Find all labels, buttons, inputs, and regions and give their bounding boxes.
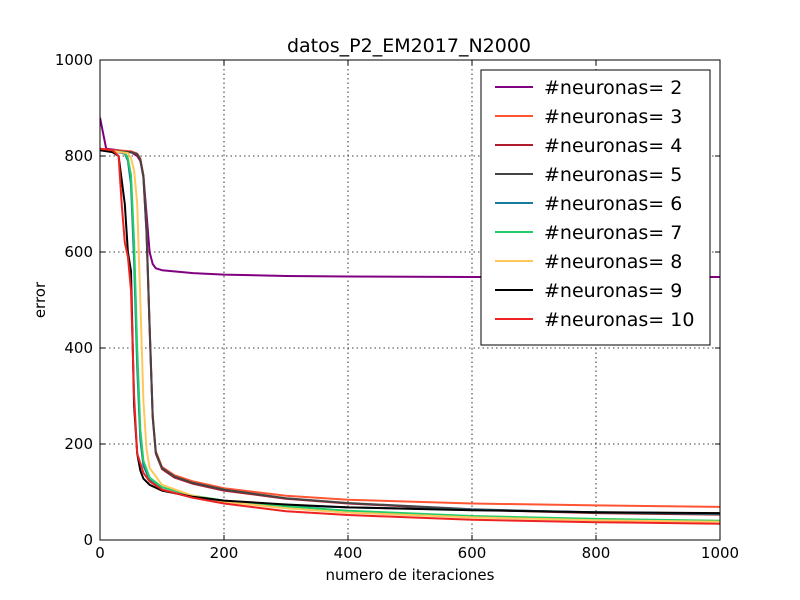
legend-label: #neuronas= 2	[544, 77, 682, 99]
legend-label: #neuronas= 3	[544, 106, 682, 128]
y-tick-label: 800	[64, 147, 93, 165]
x-tick-label: 600	[458, 544, 487, 562]
series-line-8	[100, 149, 720, 515]
series-line-4	[100, 149, 720, 516]
legend-label: #neuronas= 6	[544, 193, 682, 215]
legend-label: #neuronas= 10	[544, 309, 694, 331]
axis-ticks: 0 200 400 600 800 1000 0 200 400 600 800 1000	[55, 51, 739, 562]
plot-area-frame	[99, 59, 721, 541]
chart-title: datos_P2_EM2017_N2000	[287, 35, 531, 57]
y-tick-label: 1000	[55, 51, 93, 69]
x-tick-label: 800	[582, 544, 611, 562]
x-axis-label: numero de iteraciones	[326, 566, 495, 584]
series-lines	[100, 117, 720, 525]
y-tick-label: 0	[83, 531, 93, 549]
legend-label: #neuronas= 9	[544, 280, 682, 302]
x-tick-label: 1000	[701, 544, 739, 562]
series-line-7	[100, 149, 720, 523]
y-tick-label: 600	[64, 243, 93, 261]
x-tick-label: 400	[334, 544, 363, 562]
series-line-6	[100, 149, 720, 522]
legend-label: #neuronas= 7	[544, 222, 682, 244]
x-tick-label: 200	[210, 544, 239, 562]
legend-label: #neuronas= 5	[544, 164, 682, 186]
y-axis-label: error	[31, 281, 49, 318]
legend: #neuronas= 2 #neuronas= 3 #neuronas= 4 #neu…	[480, 69, 711, 346]
y-tick-label: 200	[64, 435, 93, 453]
x-tick-label: 0	[95, 544, 105, 562]
legend-label: #neuronas= 4	[544, 135, 682, 157]
y-tick-label: 400	[64, 339, 93, 357]
series-line-9	[100, 147, 720, 525]
legend-label: #neuronas= 8	[544, 251, 682, 273]
